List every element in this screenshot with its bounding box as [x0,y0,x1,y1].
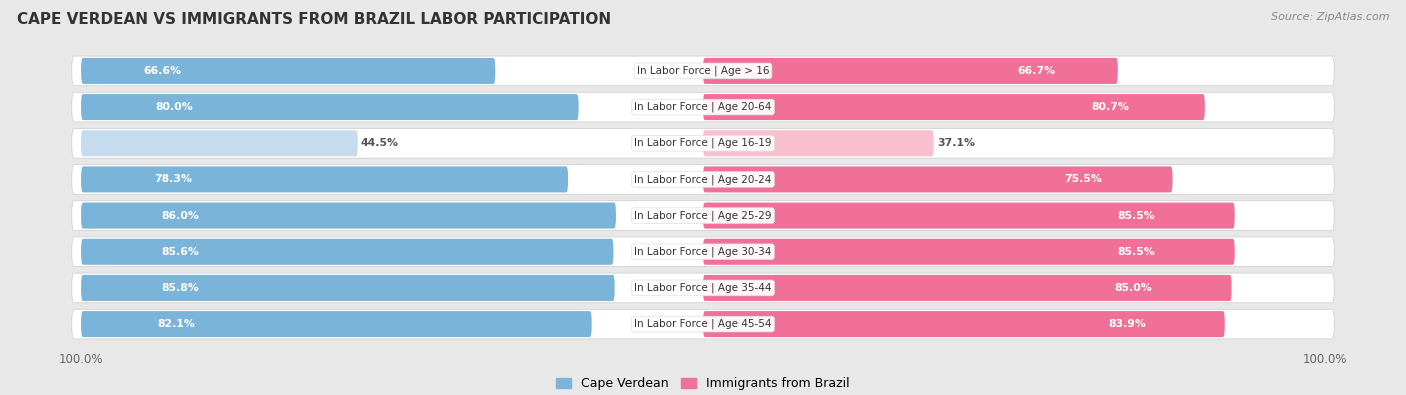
FancyBboxPatch shape [72,201,1334,230]
Text: 82.1%: 82.1% [157,319,195,329]
FancyBboxPatch shape [82,130,359,156]
FancyBboxPatch shape [703,239,1234,265]
Text: In Labor Force | Age 16-19: In Labor Force | Age 16-19 [634,138,772,149]
Text: 37.1%: 37.1% [936,138,974,148]
Text: CAPE VERDEAN VS IMMIGRANTS FROM BRAZIL LABOR PARTICIPATION: CAPE VERDEAN VS IMMIGRANTS FROM BRAZIL L… [17,12,612,27]
FancyBboxPatch shape [82,203,616,229]
Text: 85.0%: 85.0% [1115,283,1153,293]
Text: 83.9%: 83.9% [1108,319,1146,329]
Text: Source: ZipAtlas.com: Source: ZipAtlas.com [1271,12,1389,22]
FancyBboxPatch shape [703,166,1173,192]
Text: 66.6%: 66.6% [143,66,181,76]
FancyBboxPatch shape [72,273,1334,303]
Text: In Labor Force | Age > 16: In Labor Force | Age > 16 [637,66,769,76]
Text: 44.5%: 44.5% [361,138,399,148]
FancyBboxPatch shape [82,311,592,337]
FancyBboxPatch shape [72,92,1334,122]
FancyBboxPatch shape [703,275,1232,301]
Text: In Labor Force | Age 25-29: In Labor Force | Age 25-29 [634,210,772,221]
FancyBboxPatch shape [703,58,1118,84]
FancyBboxPatch shape [82,275,614,301]
Text: 78.3%: 78.3% [155,175,193,184]
FancyBboxPatch shape [703,130,934,156]
Text: In Labor Force | Age 35-44: In Labor Force | Age 35-44 [634,283,772,293]
Text: 80.0%: 80.0% [156,102,194,112]
Text: 85.5%: 85.5% [1118,247,1154,257]
Text: 80.7%: 80.7% [1091,102,1129,112]
FancyBboxPatch shape [703,203,1234,229]
Text: In Labor Force | Age 20-24: In Labor Force | Age 20-24 [634,174,772,185]
Text: In Labor Force | Age 20-64: In Labor Force | Age 20-64 [634,102,772,112]
Legend: Cape Verdean, Immigrants from Brazil: Cape Verdean, Immigrants from Brazil [551,372,855,395]
FancyBboxPatch shape [72,128,1334,158]
Text: In Labor Force | Age 45-54: In Labor Force | Age 45-54 [634,319,772,329]
Text: In Labor Force | Age 30-34: In Labor Force | Age 30-34 [634,246,772,257]
Text: 66.7%: 66.7% [1018,66,1056,76]
Text: 85.5%: 85.5% [1118,211,1154,220]
FancyBboxPatch shape [72,56,1334,86]
Text: 85.6%: 85.6% [160,247,198,257]
FancyBboxPatch shape [72,237,1334,267]
FancyBboxPatch shape [703,311,1225,337]
Text: 85.8%: 85.8% [162,283,198,293]
FancyBboxPatch shape [703,94,1205,120]
FancyBboxPatch shape [82,239,613,265]
FancyBboxPatch shape [82,166,568,192]
FancyBboxPatch shape [72,165,1334,194]
Text: 86.0%: 86.0% [162,211,200,220]
FancyBboxPatch shape [72,309,1334,339]
FancyBboxPatch shape [82,94,579,120]
Text: 75.5%: 75.5% [1064,175,1102,184]
FancyBboxPatch shape [82,58,495,84]
